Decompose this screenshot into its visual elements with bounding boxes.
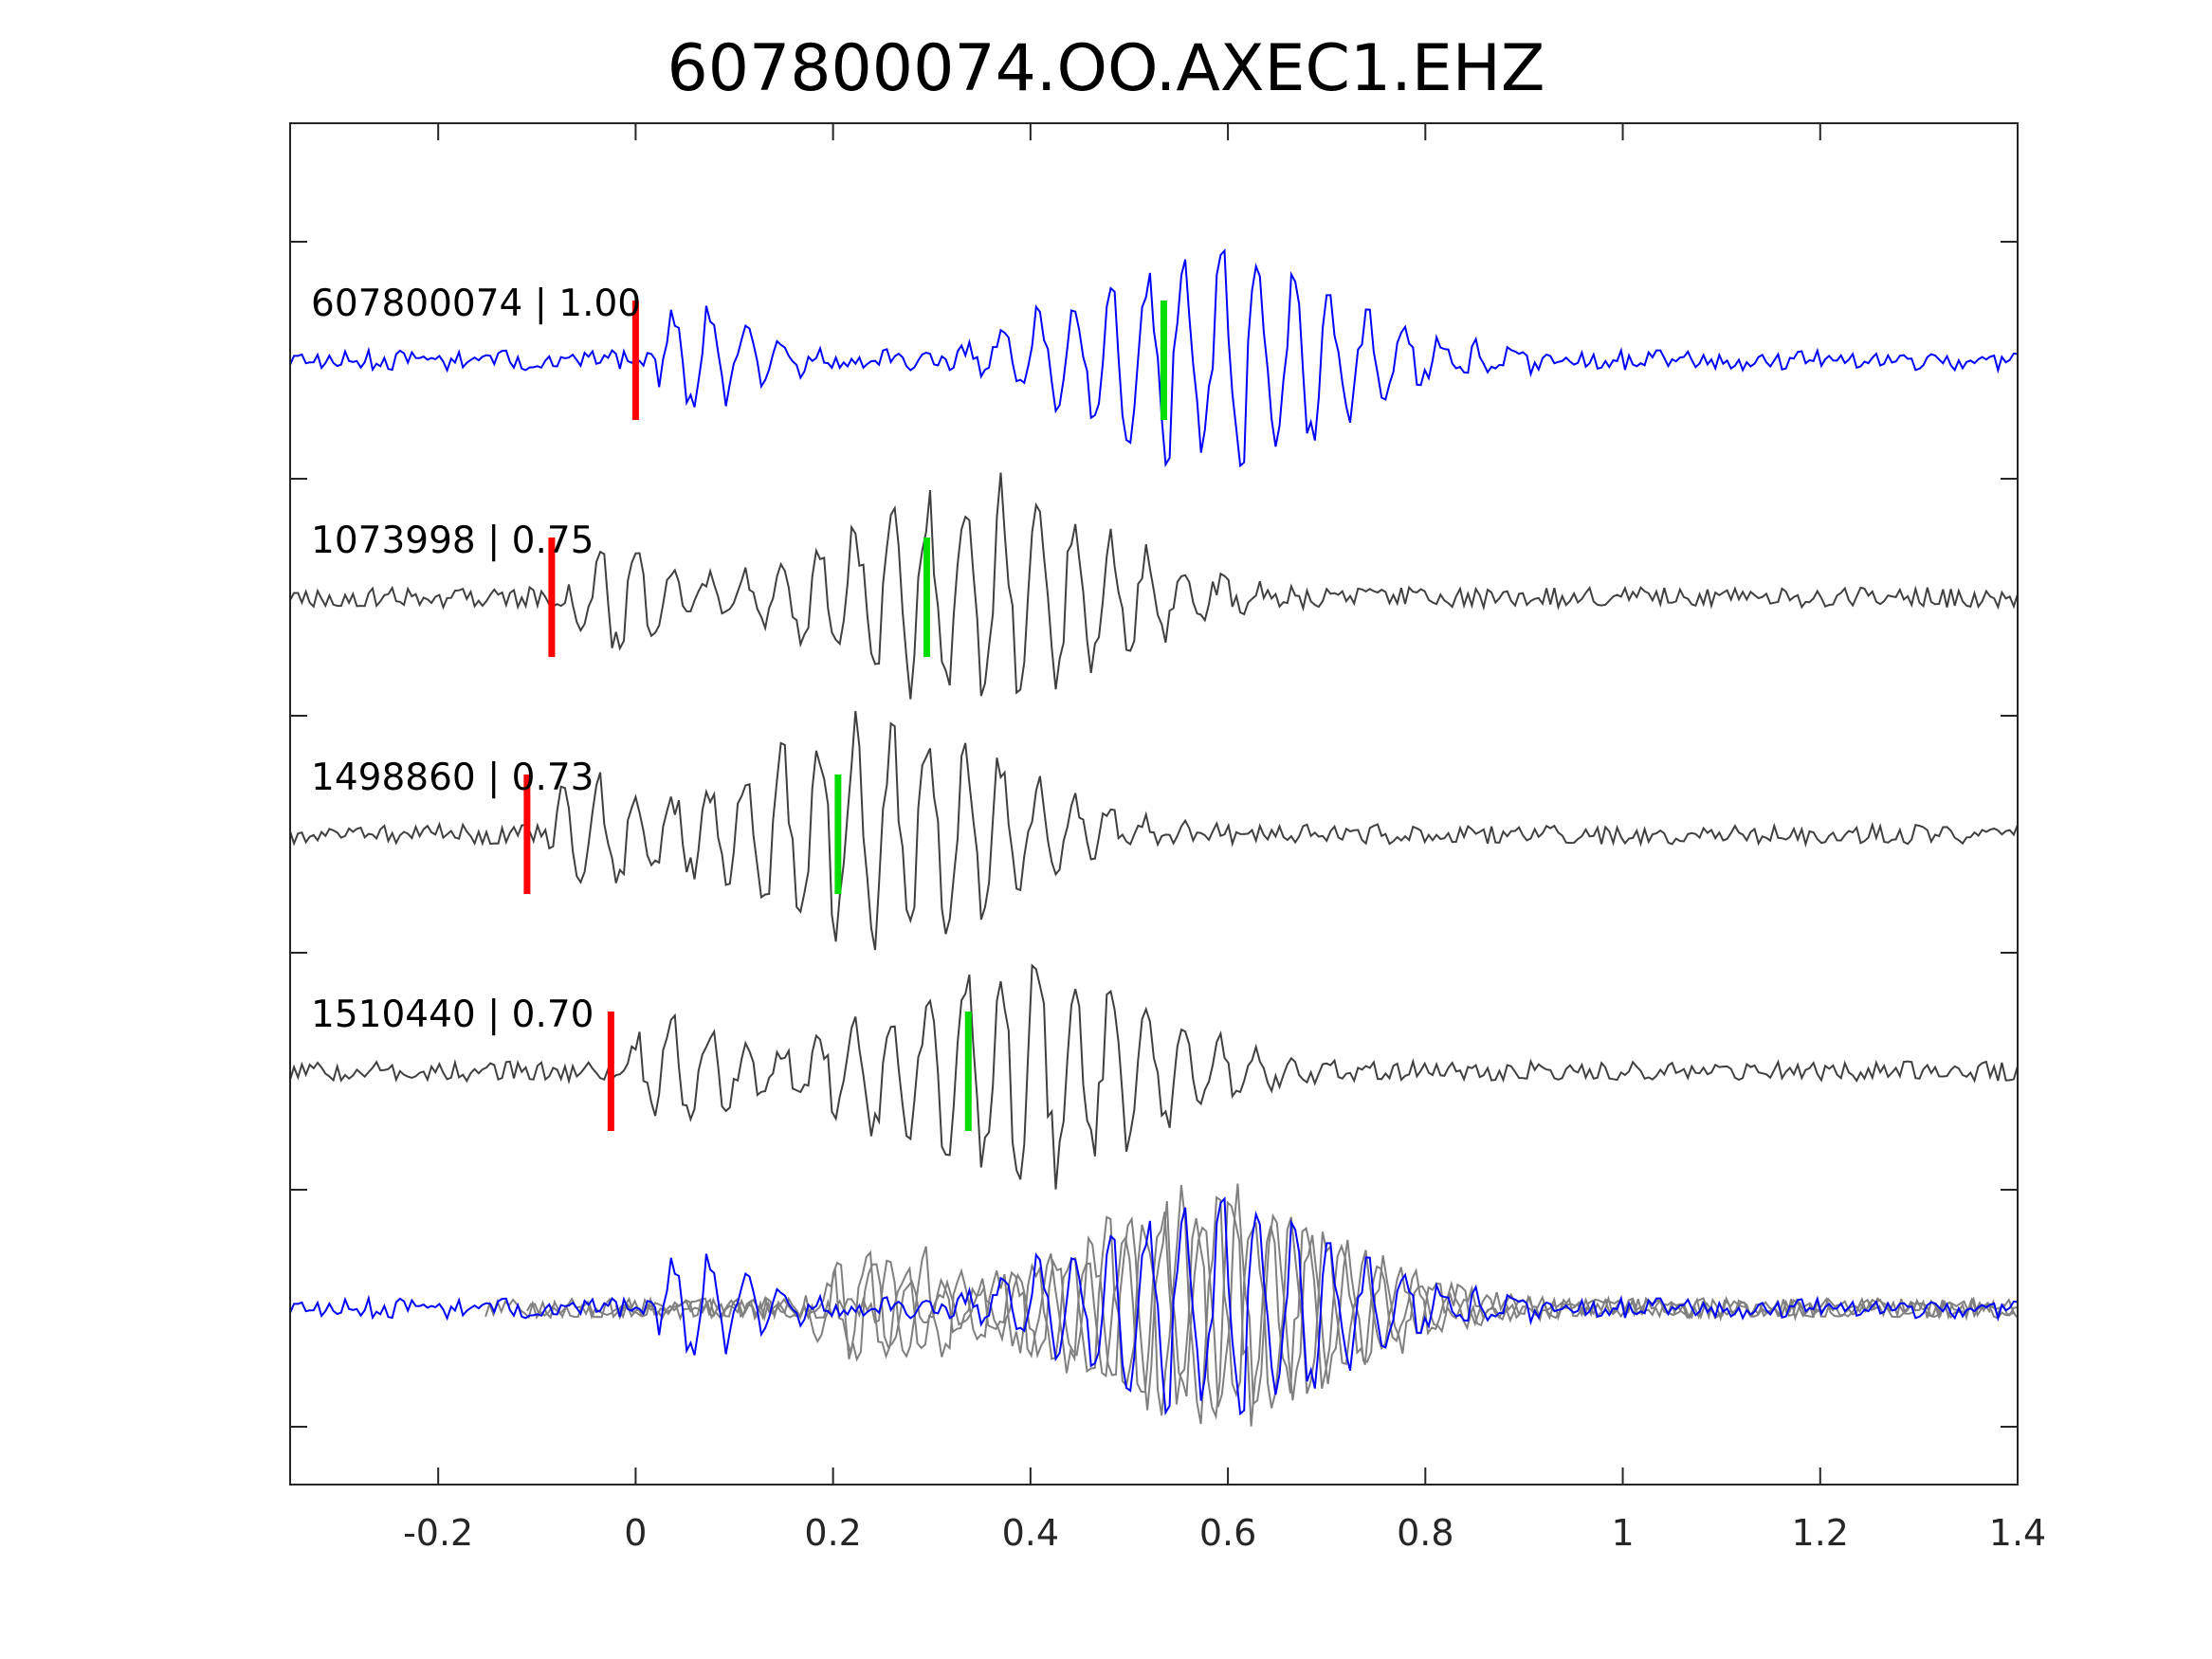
overlay-trace-1510440: [484, 1200, 2018, 1427]
x-tick-label: 1.2: [1792, 1512, 1849, 1554]
chart-title: 607800074.OO.AXEC1.EHZ: [667, 31, 1545, 106]
x-tick-label: 0: [624, 1512, 647, 1554]
trace-label-1510440: 1510440 | 0.70: [311, 994, 594, 1036]
x-tick-label: 1: [1611, 1512, 1634, 1554]
x-tick-label: -0.2: [403, 1512, 473, 1554]
trace-labels-layer: 607800074 | 1.00 1073998 | 0.75 1498860 | …: [311, 283, 641, 1036]
x-tick-label: 1.4: [1989, 1512, 2046, 1554]
overlay-trace-607800074: [289, 1196, 2019, 1416]
trace-label-1498860: 1498860 | 0.73: [311, 757, 594, 799]
trace-label-1073998: 1073998 | 0.75: [311, 520, 594, 562]
traces-layer: [289, 248, 2019, 1427]
overlay-trace-1073998: [526, 1183, 2016, 1411]
axes-box: [289, 122, 2019, 1486]
x-tick-label: 0.2: [804, 1512, 861, 1554]
trace-1073998: [289, 472, 2019, 700]
ticks-layer: -0.2 0 0.2 0.4 0.6 0.8 1 1.2 1.4: [290, 123, 2046, 1554]
x-tick-label: 0.6: [1199, 1512, 1256, 1554]
trace-1498860: [289, 710, 2019, 951]
trace-label-607800074: 607800074 | 1.00: [311, 283, 641, 325]
x-tick-label: 0.8: [1397, 1512, 1453, 1554]
x-tick-label: 0.4: [1002, 1512, 1059, 1554]
trace-607800074: [289, 248, 2019, 468]
picks-layer: [523, 301, 1167, 1131]
trace-1510440: [289, 963, 2019, 1190]
